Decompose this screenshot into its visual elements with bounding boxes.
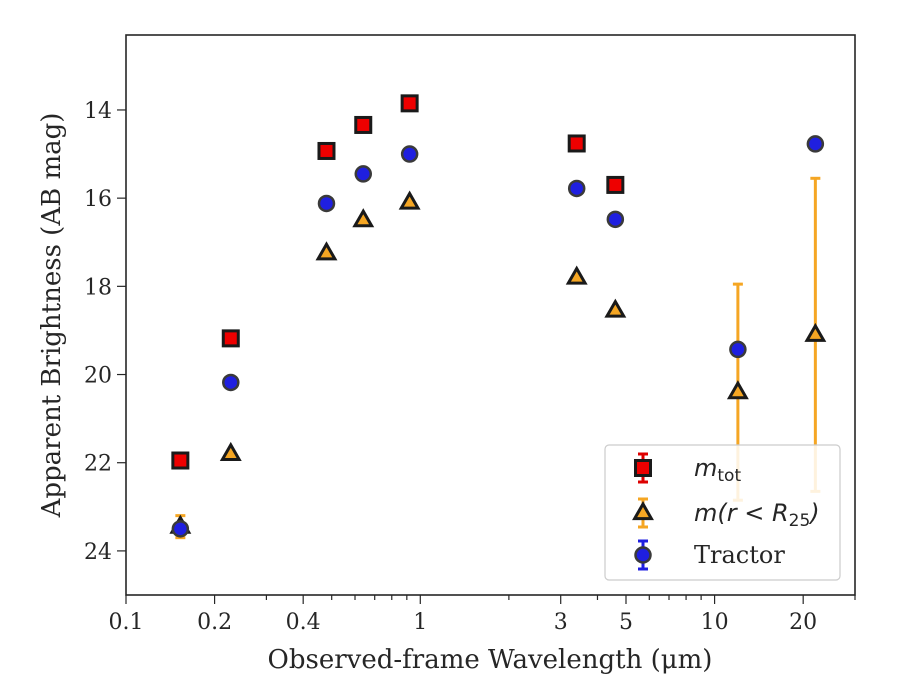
x-tick-label: 0.1 [109, 610, 144, 635]
data-point-series-0 [317, 141, 336, 160]
legend-marker [634, 459, 652, 477]
data-point-series-1 [315, 241, 338, 261]
data-point-series-2 [400, 145, 419, 163]
x-tick-label: 5 [619, 610, 633, 635]
data-point-series-1 [804, 322, 827, 342]
data-point-series-0 [606, 175, 625, 194]
axis-ticks: 0.1 0.2 0.4 1 3 5 10 20 14 16 18 20 22 24 [84, 99, 856, 635]
x-axis-title: Observed-frame Wavelength (μm) [268, 645, 713, 675]
y-tick-label: 14 [84, 99, 112, 124]
data-point-series-0 [354, 115, 373, 134]
data-point-series-2 [729, 340, 747, 359]
data-marks [169, 94, 827, 540]
legend-marker [632, 500, 654, 521]
data-point-series-1 [565, 265, 588, 285]
legend-marker [634, 546, 652, 564]
x-tick-label: 0.2 [197, 610, 232, 635]
x-tick-label: 1 [413, 610, 427, 635]
y-axis-title: Apparent Brightness (AB mag) [37, 113, 67, 519]
data-point-series-1 [352, 208, 375, 228]
data-point-series-1 [219, 441, 242, 461]
data-point-series-2 [354, 165, 373, 183]
legend-entry-series-0: mtot [634, 452, 741, 486]
y-tick-label: 16 [84, 187, 112, 212]
x-tick-label: 0.4 [286, 610, 321, 635]
data-point-series-2 [222, 373, 240, 392]
legend-entry-series-2: Tractor [634, 539, 785, 571]
data-point-series-0 [400, 94, 419, 113]
data-point-series-2 [567, 179, 586, 198]
data-point-series-2 [806, 135, 825, 153]
legend-box [604, 444, 841, 581]
data-point-series-0 [171, 451, 190, 470]
x-tick-label: 10 [701, 610, 729, 635]
y-tick-label: 18 [84, 275, 112, 300]
y-tick-label: 20 [84, 364, 112, 389]
legend-label: Tractor [694, 541, 785, 569]
legend: mtot m(r < R25) Tractor [604, 444, 841, 581]
plot-frame [125, 34, 856, 596]
data-point-series-0 [567, 134, 586, 153]
y-tick-label: 24 [84, 540, 112, 565]
x-tick-label: 3 [554, 610, 568, 635]
legend-label: mtot [694, 454, 741, 486]
data-point-series-2 [606, 210, 625, 229]
legend-entry-series-1: m(r < R25) [632, 497, 820, 531]
data-point-series-2 [171, 520, 190, 538]
data-point-series-1 [726, 380, 749, 400]
legend-label: m(r < R25) [694, 499, 820, 531]
x-tick-label: 20 [789, 610, 817, 635]
data-point-series-1 [398, 190, 421, 210]
y-tick-label: 22 [84, 452, 112, 477]
data-point-series-1 [604, 298, 627, 318]
data-point-series-2 [317, 194, 336, 213]
data-point-series-0 [221, 329, 240, 348]
